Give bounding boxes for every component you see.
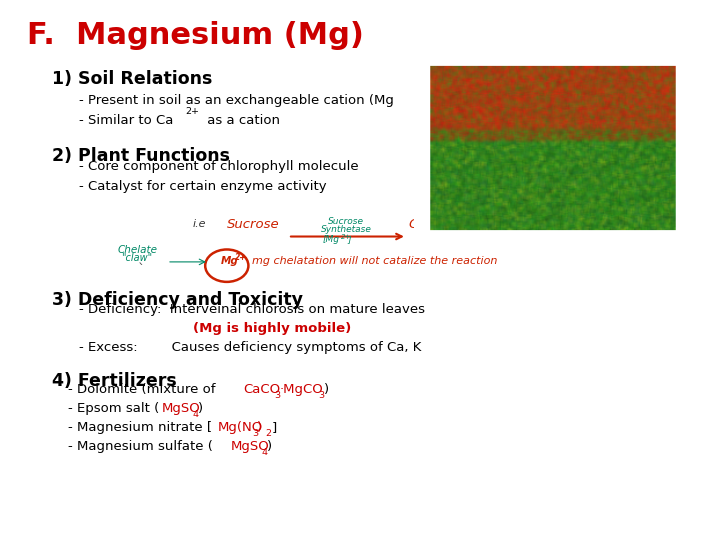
Text: - Similar to Ca: - Similar to Ca xyxy=(79,114,174,127)
Text: mg chelatation will not catalize the reaction: mg chelatation will not catalize the rea… xyxy=(252,255,498,266)
Text: ]: ] xyxy=(271,421,276,434)
Text: 3: 3 xyxy=(318,391,325,400)
Text: 2+: 2+ xyxy=(186,107,199,117)
Text: `: ` xyxy=(138,264,145,278)
Text: - Epsom salt (: - Epsom salt ( xyxy=(68,402,160,415)
Text: 1) Soil Relations: 1) Soil Relations xyxy=(52,70,212,88)
Text: 2: 2 xyxy=(266,429,271,438)
Text: - Present in soil as an exchangeable cation (Mg: - Present in soil as an exchangeable cat… xyxy=(79,93,394,107)
Text: Mg(NO: Mg(NO xyxy=(217,421,263,434)
Text: 4) Fertilizers: 4) Fertilizers xyxy=(52,372,176,389)
Text: Sucrose: Sucrose xyxy=(227,218,279,232)
Text: (Mg is highly mobile): (Mg is highly mobile) xyxy=(193,322,351,335)
Text: 3: 3 xyxy=(252,429,258,438)
Text: ·MgCO: ·MgCO xyxy=(280,383,324,396)
Text: ]: ] xyxy=(347,235,351,245)
Text: Glucose  +  Fructose: Glucose + Fructose xyxy=(409,218,546,232)
Text: [Mg: [Mg xyxy=(323,235,340,245)
Text: 2+: 2+ xyxy=(341,234,351,240)
Text: - Magnesium nitrate [: - Magnesium nitrate [ xyxy=(68,421,212,434)
Text: - Excess:        Causes deficiency symptoms of Ca, K: - Excess: Causes deficiency symptoms of … xyxy=(79,341,422,354)
Text: ): ) xyxy=(324,383,329,396)
Text: 2+: 2+ xyxy=(235,253,246,262)
Text: - Catalyst for certain enzyme activity: - Catalyst for certain enzyme activity xyxy=(79,180,327,193)
Text: MgSO: MgSO xyxy=(161,402,200,415)
Text: Chelate: Chelate xyxy=(117,245,158,255)
Text: CaCO: CaCO xyxy=(243,383,281,396)
Text: Mg: Mg xyxy=(221,256,239,266)
Text: Sucrose: Sucrose xyxy=(328,217,364,226)
Text: - Deficiency:  Interveinal chlorosis on mature leaves: - Deficiency: Interveinal chlorosis on m… xyxy=(79,303,426,316)
Text: 4: 4 xyxy=(261,448,267,457)
Text: Synthetase: Synthetase xyxy=(321,225,372,234)
Text: F.  Magnesium (Mg): F. Magnesium (Mg) xyxy=(27,21,364,50)
Text: 3: 3 xyxy=(274,391,281,400)
Text: 2) Plant Functions: 2) Plant Functions xyxy=(52,147,230,165)
Text: MgSO: MgSO xyxy=(230,440,269,453)
Text: 2+: 2+ xyxy=(416,87,430,96)
Text: - Dolomite (mixture of: - Dolomite (mixture of xyxy=(68,383,220,396)
Text: 4: 4 xyxy=(192,410,198,419)
Text: ): ) xyxy=(267,440,272,453)
Text: ): ) xyxy=(198,402,203,415)
Text: ): ) xyxy=(433,93,438,107)
Text: i.e: i.e xyxy=(193,219,207,229)
Text: - Core component of chlorophyll molecule: - Core component of chlorophyll molecule xyxy=(79,160,359,173)
Text: as a cation: as a cation xyxy=(203,114,280,127)
Text: - Magnesium sulfate (: - Magnesium sulfate ( xyxy=(68,440,213,453)
Text: "claw": "claw" xyxy=(121,253,152,264)
Text: ): ) xyxy=(257,421,262,434)
Text: 3) Deficiency and Toxicity: 3) Deficiency and Toxicity xyxy=(52,291,303,308)
